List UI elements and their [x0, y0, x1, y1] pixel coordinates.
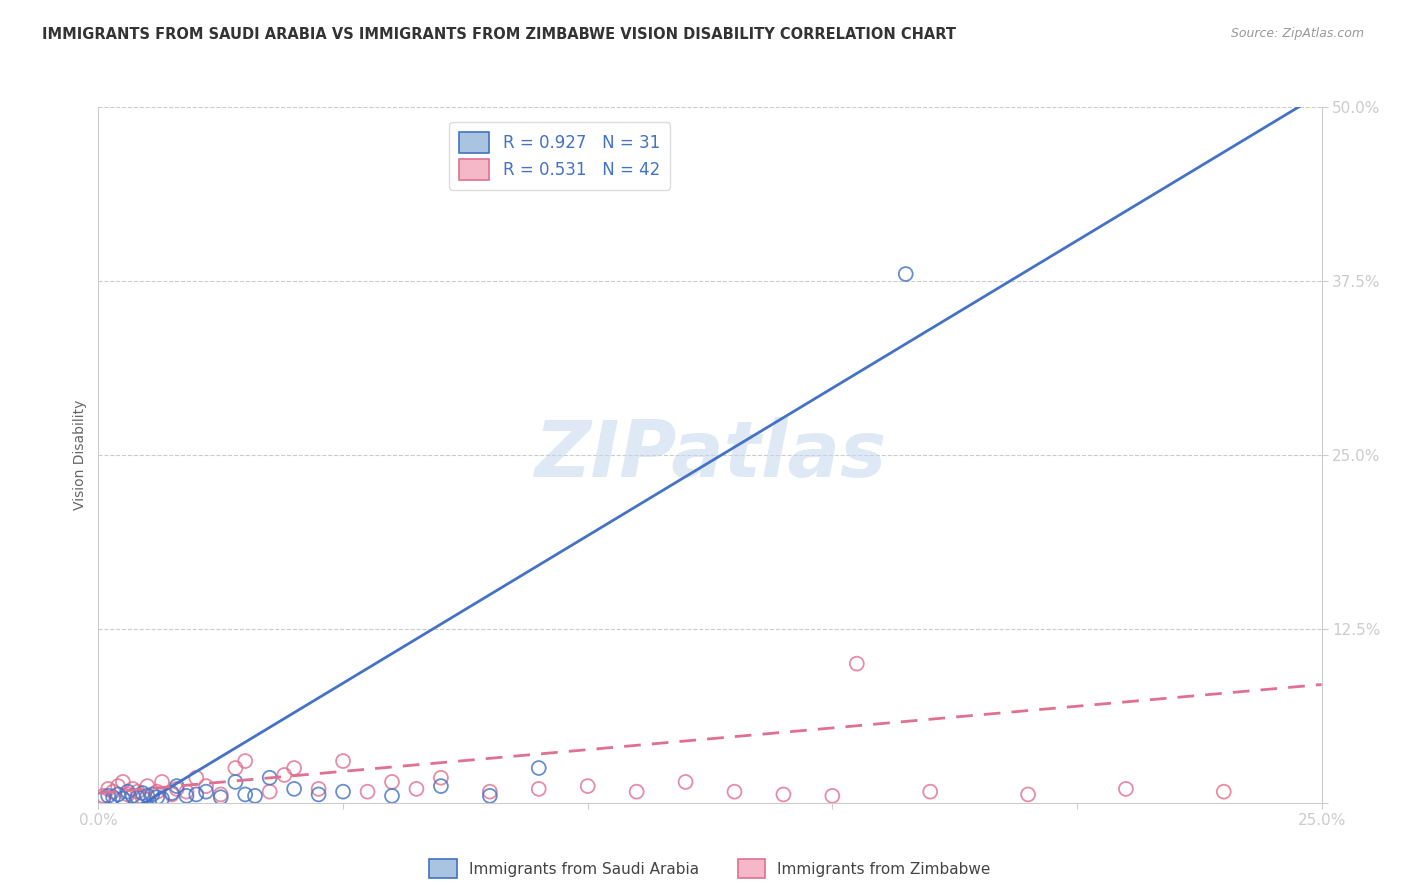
Point — [186, 788, 208, 802]
Point — [224, 761, 246, 775]
Point — [308, 788, 330, 802]
Point — [332, 785, 354, 799]
Point — [91, 789, 114, 803]
Point — [356, 785, 378, 799]
Point — [233, 754, 256, 768]
Point — [478, 785, 501, 799]
Point — [141, 788, 163, 802]
Point — [195, 785, 218, 799]
Point — [166, 779, 188, 793]
Text: ZIPatlas: ZIPatlas — [534, 417, 886, 493]
Point — [1212, 785, 1234, 799]
Point — [107, 779, 129, 793]
Point — [136, 789, 159, 803]
Point — [920, 785, 942, 799]
Point — [243, 789, 266, 803]
Point — [186, 771, 208, 785]
Point — [101, 785, 124, 799]
Point — [821, 789, 844, 803]
Point — [117, 788, 139, 802]
Point — [233, 788, 256, 802]
Point — [150, 791, 173, 805]
Point — [273, 768, 295, 782]
Point — [97, 781, 120, 796]
Point — [1017, 788, 1039, 802]
Point — [127, 790, 149, 805]
Point — [527, 781, 550, 796]
Point — [405, 781, 427, 796]
Point — [209, 790, 232, 805]
Point — [176, 785, 198, 799]
Point — [111, 775, 134, 789]
Point — [150, 775, 173, 789]
Point — [127, 785, 149, 799]
Point — [772, 788, 794, 802]
Point — [626, 785, 648, 799]
Point — [111, 791, 134, 805]
Point — [97, 789, 120, 803]
Point — [160, 786, 183, 800]
Point — [723, 785, 745, 799]
Point — [136, 779, 159, 793]
Point — [146, 790, 169, 805]
Point — [430, 779, 453, 793]
Point — [527, 761, 550, 775]
Point — [894, 267, 917, 281]
Point — [131, 790, 153, 805]
Point — [146, 785, 169, 799]
Point — [430, 771, 453, 785]
Legend: Immigrants from Saudi Arabia, Immigrants from Zimbabwe: Immigrants from Saudi Arabia, Immigrants… — [422, 852, 998, 886]
Point — [283, 781, 305, 796]
Point — [160, 788, 183, 802]
Point — [259, 785, 281, 799]
Point — [131, 786, 153, 800]
Point — [101, 790, 124, 805]
Point — [91, 791, 114, 805]
Point — [209, 788, 232, 802]
Text: IMMIGRANTS FROM SAUDI ARABIA VS IMMIGRANTS FROM ZIMBABWE VISION DISABILITY CORRE: IMMIGRANTS FROM SAUDI ARABIA VS IMMIGRAN… — [42, 27, 956, 42]
Y-axis label: Vision Disability: Vision Disability — [73, 400, 87, 510]
Point — [332, 754, 354, 768]
Point — [121, 789, 143, 803]
Point — [176, 789, 198, 803]
Point — [224, 775, 246, 789]
Point — [845, 657, 868, 671]
Point — [107, 788, 129, 802]
Point — [1115, 781, 1137, 796]
Point — [259, 771, 281, 785]
Point — [478, 789, 501, 803]
Point — [576, 779, 599, 793]
Text: Source: ZipAtlas.com: Source: ZipAtlas.com — [1230, 27, 1364, 40]
Point — [121, 781, 143, 796]
Point — [381, 789, 404, 803]
Point — [166, 781, 188, 796]
Point — [308, 781, 330, 796]
Point — [283, 761, 305, 775]
Point — [195, 779, 218, 793]
Point — [117, 785, 139, 799]
Point — [381, 775, 404, 789]
Point — [675, 775, 697, 789]
